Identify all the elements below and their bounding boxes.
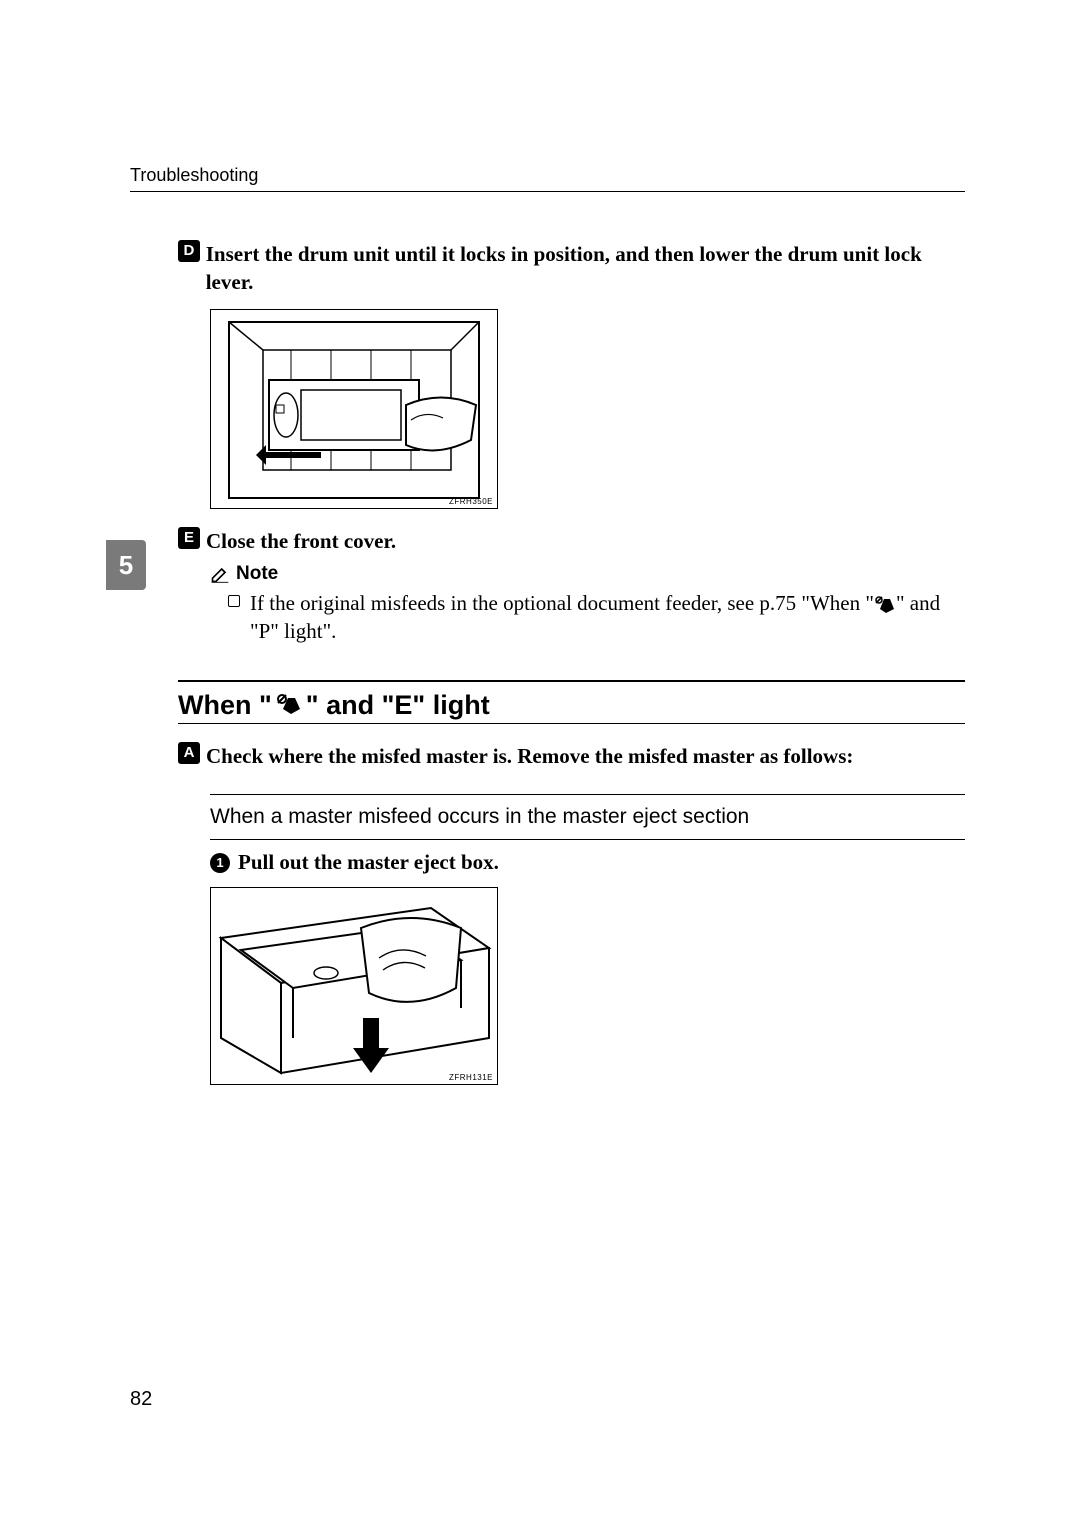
step-e-text: Close the front cover.: [206, 527, 396, 555]
section-rule-top: [178, 680, 965, 682]
note-item: If the original misfeeds in the optional…: [228, 589, 965, 646]
step-e: E Close the front cover.: [178, 527, 965, 555]
step-check-text: Check where the misfed master is. Remove…: [206, 742, 853, 770]
figure-drum-unit-box: ZFRH350E: [210, 309, 498, 509]
page-content: Troubleshooting D Insert the drum unit u…: [130, 165, 965, 1103]
note-label: Note: [236, 563, 278, 585]
section-title: When " " and "E" light: [178, 690, 965, 721]
step-check: A Check where the misfed master is. Remo…: [178, 742, 965, 770]
step-d-number: D: [178, 240, 200, 262]
substep-1-number: 1: [210, 853, 230, 873]
note-bullet-icon: [228, 595, 240, 607]
section-rule-bottom: [178, 723, 965, 724]
substep-1: 1 Pull out the master eject box.: [210, 850, 965, 875]
section-title-pre: When ": [178, 690, 272, 721]
sub-rule-top: [210, 794, 965, 795]
sub-rule-bottom: [210, 839, 965, 840]
header-section: Troubleshooting: [130, 165, 258, 186]
step-d: D Insert the drum unit until it locks in…: [178, 240, 965, 297]
running-header: Troubleshooting: [130, 165, 965, 189]
step-d-text: Insert the drum unit until it locks in p…: [206, 240, 965, 297]
step-check-number: A: [178, 742, 200, 764]
eject-box-illustration: [211, 888, 499, 1086]
section-title-post: " and "E" light: [306, 690, 490, 721]
substep-1-text: Pull out the master eject box.: [238, 850, 499, 875]
sub-section: When a master misfeed occurs in the mast…: [210, 794, 965, 840]
figure-drum-unit: ZFRH350E: [210, 309, 965, 509]
note-text-pre: If the original misfeeds in the optional…: [250, 591, 874, 615]
note-text: If the original misfeeds in the optional…: [250, 589, 965, 646]
note-block: Note If the original misfeeds in the opt…: [210, 563, 965, 646]
figure-eject-box: ZFRH131E: [210, 887, 965, 1085]
drum-unit-illustration: [211, 310, 499, 510]
header-rule: [130, 191, 965, 192]
note-heading: Note: [210, 563, 965, 585]
figure-drum-caption: ZFRH350E: [449, 497, 493, 506]
pencil-icon: [210, 564, 230, 584]
figure-eject-caption: ZFRH131E: [449, 1073, 493, 1082]
step-e-number: E: [178, 527, 200, 549]
figure-eject-box-frame: ZFRH131E: [210, 887, 498, 1085]
sub-heading: When a master misfeed occurs in the mast…: [210, 805, 965, 829]
misfeed-icon: [276, 693, 302, 717]
misfeed-icon: [874, 595, 896, 615]
page-number: 82: [130, 1388, 152, 1411]
